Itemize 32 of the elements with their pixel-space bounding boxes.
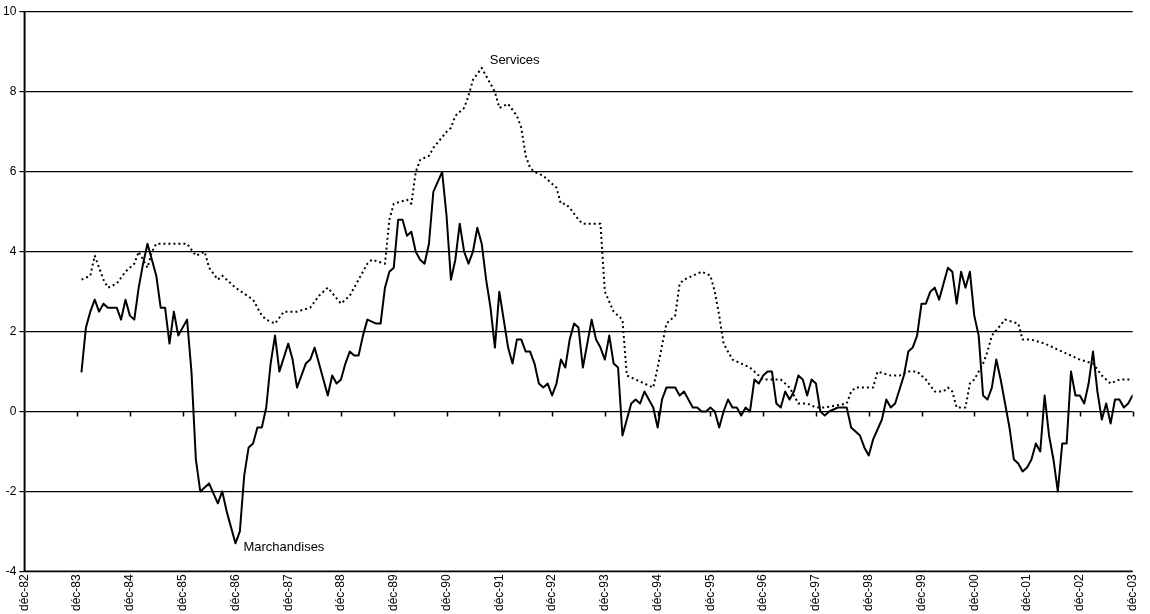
x-tick-label: déc-90 [438,573,453,612]
x-tick-label: déc-86 [227,573,242,612]
x-tick-label: déc-85 [174,573,189,612]
y-tick-label: 10 [2,4,17,19]
x-tick-label: déc-94 [649,573,664,612]
y-tick-label: 6 [9,164,17,179]
x-tick-label: déc-98 [861,573,876,612]
x-tick-label: déc-00 [966,573,981,612]
y-tick-label: -2 [5,483,17,498]
y-tick-label: 2 [9,323,17,338]
x-tick-label: déc-95 [702,573,717,612]
y-tick-label: 4 [9,244,17,259]
x-tick-label: déc-01 [1019,573,1034,612]
x-tick-label: déc-02 [1072,573,1087,612]
x-tick-label: déc-87 [280,573,295,612]
x-tick-label: déc-91 [491,573,506,612]
series-label: Marchandises [243,538,325,554]
series-label: Services [489,51,541,67]
x-tick-label: déc-88 [333,573,348,612]
x-tick-label: déc-03 [1124,573,1139,612]
x-tick-label: déc-99 [913,573,928,612]
y-tick-label: 8 [9,84,17,99]
x-tick-label: déc-96 [755,573,770,612]
x-tick-label: déc-92 [544,573,559,612]
x-tick-label: déc-93 [597,573,612,612]
x-tick-label: déc-89 [386,573,401,612]
x-tick-label: déc-82 [16,573,31,612]
x-tick-label: déc-97 [808,573,823,612]
x-tick-label: déc-83 [69,573,84,612]
y-tick-label: 0 [9,403,17,418]
y-tick-label: -4 [5,563,17,578]
x-tick-label: déc-84 [122,573,137,612]
